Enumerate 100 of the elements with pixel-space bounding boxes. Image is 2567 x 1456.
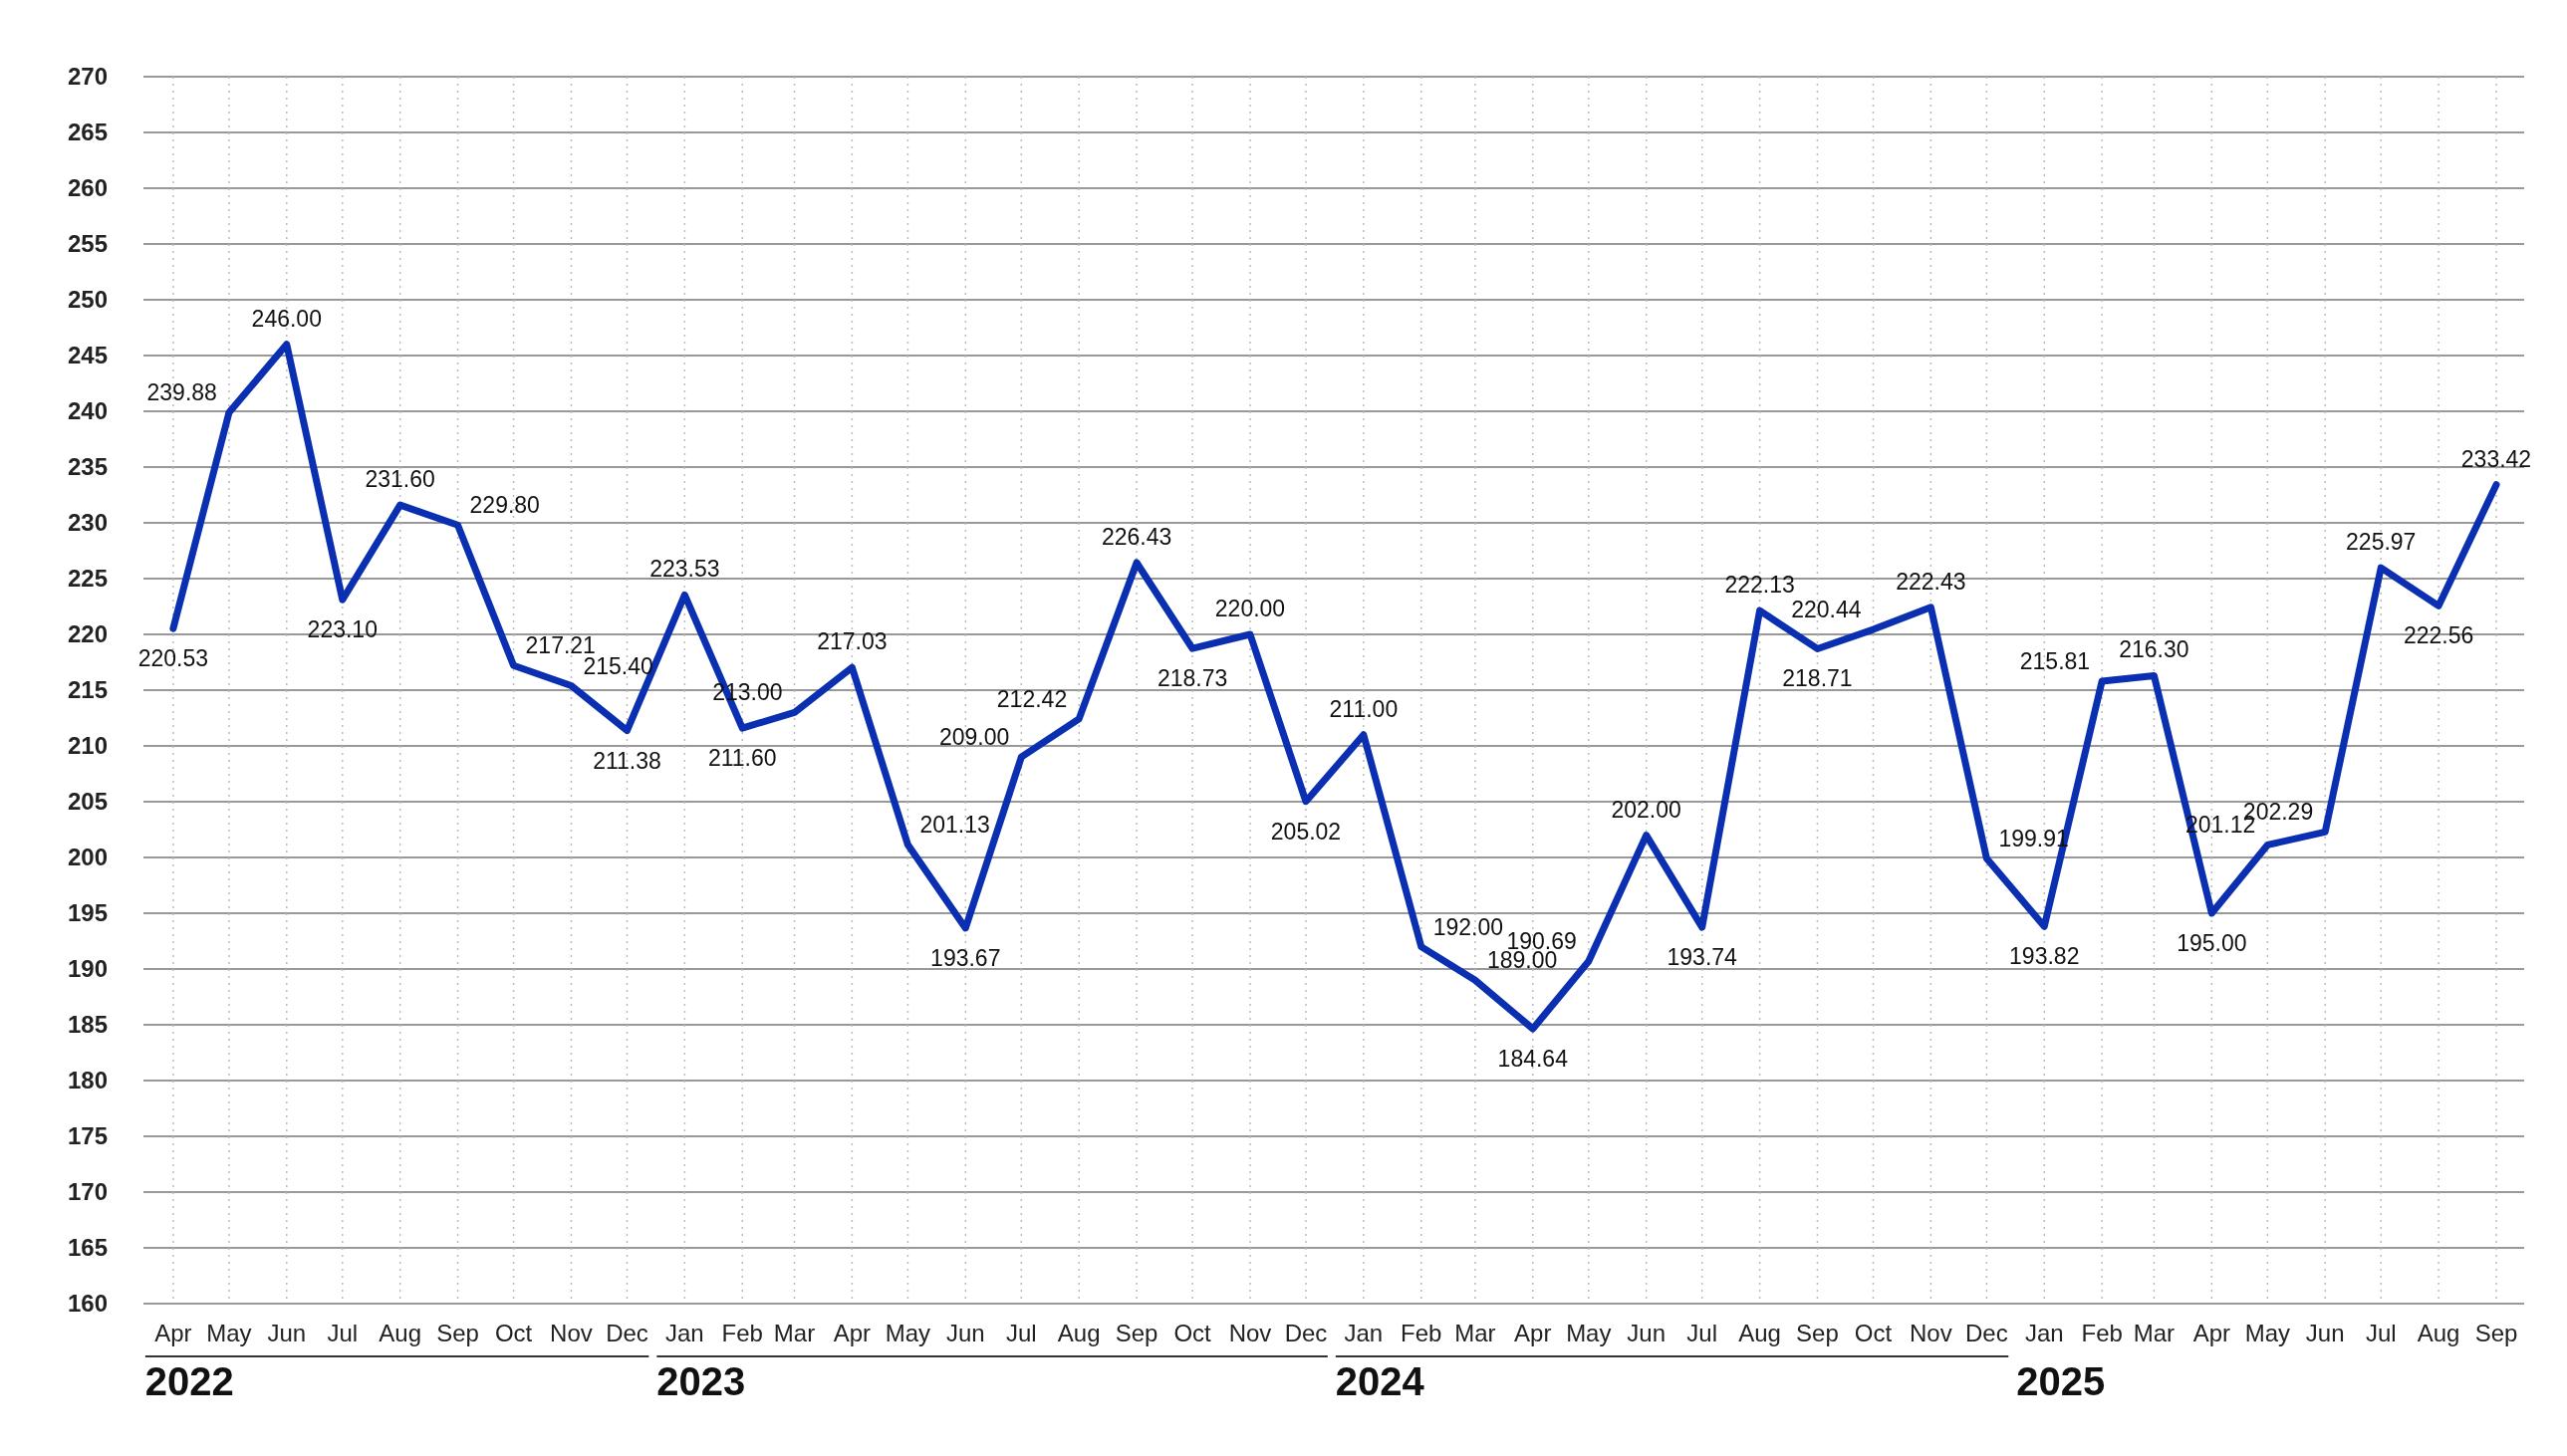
x-tick-label: Aug <box>2417 1320 2460 1346</box>
y-tick-label: 195 <box>67 899 108 926</box>
x-tick-label: Sep <box>2474 1320 2518 1346</box>
data-label: 184.64 <box>1497 1046 1569 1073</box>
data-label: 209.00 <box>938 724 1010 751</box>
x-tick-label: Mar <box>773 1320 816 1346</box>
x-tick-label: Sep <box>1796 1320 1839 1346</box>
y-tick-label: 170 <box>67 1178 108 1205</box>
x-tick-label: Dec <box>1965 1320 2008 1346</box>
y-tick-label: 250 <box>67 286 108 313</box>
data-label: 220.53 <box>137 645 209 672</box>
x-tick-label: Feb <box>1401 1320 1442 1346</box>
x-tick-label: Jan <box>2024 1320 2064 1346</box>
x-tick-label: Apr <box>154 1320 192 1346</box>
data-label: 222.56 <box>2403 622 2474 649</box>
y-tick-label: 165 <box>67 1234 108 1261</box>
data-label: 215.40 <box>583 652 653 679</box>
x-tick-label: Sep <box>436 1320 479 1346</box>
x-tick-label: Jan <box>665 1320 704 1346</box>
data-label: 202.00 <box>1611 796 1681 823</box>
x-tick-label: Apr <box>1514 1320 1552 1346</box>
y-tick-label: 270 <box>67 63 108 90</box>
x-tick-label: Jul <box>327 1320 359 1346</box>
data-label: 225.97 <box>2346 529 2417 556</box>
x-tick-label: Apr <box>2192 1320 2230 1346</box>
y-tick-label: 210 <box>67 732 108 759</box>
x-tick-label: Mar <box>1454 1320 1496 1346</box>
x-tick-label: Aug <box>379 1320 422 1346</box>
y-tick-label: 220 <box>67 620 108 647</box>
x-tick-label: Feb <box>721 1320 763 1346</box>
data-label: 220.44 <box>1791 597 1862 623</box>
y-tick-label: 180 <box>67 1067 108 1093</box>
x-tick-label: Jun <box>2305 1320 2345 1346</box>
data-label: 193.67 <box>930 944 1001 971</box>
y-tick-label: 235 <box>67 453 108 480</box>
x-tick-label: Feb <box>2081 1320 2123 1346</box>
text: 2022 <box>144 1359 234 1403</box>
x-tick-label: May <box>1566 1320 1612 1346</box>
data-label: 192.00 <box>1432 913 1504 940</box>
data-label: 193.82 <box>2009 943 2080 970</box>
x-tick-label: May <box>885 1320 931 1346</box>
data-label: 222.43 <box>1896 568 1966 595</box>
data-label: 226.43 <box>1101 523 1172 550</box>
y-tick-label: 200 <box>67 844 108 870</box>
x-tick-label: Dec <box>1284 1320 1328 1346</box>
x-tick-label: Mar <box>2133 1320 2176 1346</box>
text: 2024 <box>1335 1359 1425 1403</box>
data-label: 223.53 <box>649 556 720 583</box>
x-tick-label: Jul <box>1686 1320 1718 1346</box>
x-tick-label: Aug <box>1057 1320 1101 1346</box>
data-label: 231.60 <box>365 466 435 493</box>
y-tick-label: 205 <box>67 788 108 815</box>
x-tick-label: Jan <box>1344 1320 1384 1346</box>
x-tick-label: Jun <box>267 1320 307 1346</box>
x-tick-label: Nov <box>1228 1320 1272 1346</box>
data-label: 239.88 <box>146 379 217 406</box>
y-tick-label: 230 <box>67 509 108 536</box>
data-label: 217.03 <box>817 628 888 655</box>
data-label: 201.13 <box>919 812 990 839</box>
y-tick-label: 215 <box>67 676 108 703</box>
data-label: 222.13 <box>1724 572 1795 599</box>
x-tick-label: Jun <box>1627 1320 1667 1346</box>
x-tick-label: Nov <box>550 1320 593 1346</box>
data-label: 193.74 <box>1667 944 1738 971</box>
x-tick-label: Oct <box>1173 1320 1212 1346</box>
x-tick-label: May <box>2244 1320 2290 1346</box>
x-tick-label: Sep <box>1115 1320 1158 1346</box>
data-label: 218.71 <box>1782 665 1853 692</box>
text: 2025 <box>2016 1359 2106 1403</box>
x-tick-label: Aug <box>1738 1320 1781 1346</box>
data-label: 205.02 <box>1270 818 1342 845</box>
text: 2023 <box>656 1359 746 1403</box>
x-tick-label: Oct <box>494 1320 533 1346</box>
data-label: 211.38 <box>593 747 661 774</box>
y-tick-label: 185 <box>67 1011 108 1038</box>
x-tick-label: Dec <box>606 1320 648 1346</box>
data-label: 195.00 <box>2177 930 2247 956</box>
x-tick-label: Jul <box>2365 1320 2397 1346</box>
y-tick-label: 260 <box>67 174 108 201</box>
y-tick-label: 175 <box>67 1122 108 1149</box>
x-tick-label: May <box>206 1320 252 1346</box>
data-label: 246.00 <box>251 305 322 332</box>
data-label: 233.42 <box>2460 445 2532 472</box>
y-tick-label: 190 <box>67 955 108 982</box>
data-label: 211.00 <box>1329 695 1399 722</box>
x-tick-label: Nov <box>1910 1320 1952 1346</box>
x-tick-label: Apr <box>833 1320 872 1346</box>
data-label: 223.10 <box>307 616 378 643</box>
x-tick-label: Jul <box>1005 1320 1037 1346</box>
y-tick-label: 265 <box>67 119 108 145</box>
x-tick-label: Oct <box>1854 1320 1893 1346</box>
data-label: 216.30 <box>2119 636 2189 663</box>
y-tick-label: 160 <box>67 1290 108 1317</box>
data-label: 218.73 <box>1156 665 1228 692</box>
data-label: 220.00 <box>1214 596 1286 621</box>
data-label: 211.60 <box>707 745 777 772</box>
data-label: 212.42 <box>996 685 1068 712</box>
y-tick-label: 255 <box>67 230 108 257</box>
y-tick-label: 225 <box>67 565 108 592</box>
data-label: 229.80 <box>469 492 540 519</box>
